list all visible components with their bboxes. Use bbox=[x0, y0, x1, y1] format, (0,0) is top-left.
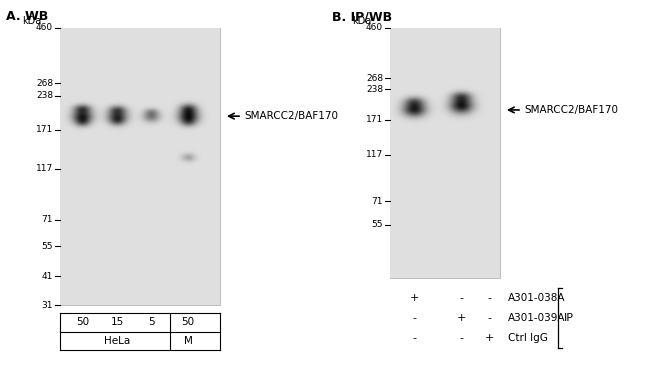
Text: SMARCC2/BAF170: SMARCC2/BAF170 bbox=[524, 105, 618, 115]
Text: -: - bbox=[460, 333, 463, 343]
Text: 50: 50 bbox=[181, 317, 194, 327]
Text: HeLa: HeLa bbox=[104, 336, 130, 346]
Text: IP: IP bbox=[564, 313, 574, 323]
Text: 238: 238 bbox=[36, 91, 53, 100]
Text: A301-038A: A301-038A bbox=[508, 293, 566, 303]
Text: 460: 460 bbox=[366, 24, 383, 33]
Text: 460: 460 bbox=[36, 24, 53, 33]
Text: 15: 15 bbox=[111, 317, 124, 327]
Text: +: + bbox=[457, 313, 466, 323]
Text: -: - bbox=[412, 333, 416, 343]
Text: 55: 55 bbox=[42, 242, 53, 250]
Text: 171: 171 bbox=[366, 115, 383, 124]
Text: SMARCC2/BAF170: SMARCC2/BAF170 bbox=[244, 111, 338, 121]
Text: A301-039A: A301-039A bbox=[508, 313, 566, 323]
Text: -: - bbox=[460, 293, 463, 303]
Text: 31: 31 bbox=[42, 300, 53, 309]
Text: Ctrl IgG: Ctrl IgG bbox=[508, 333, 548, 343]
Text: B. IP/WB: B. IP/WB bbox=[332, 10, 392, 23]
Text: +: + bbox=[484, 333, 494, 343]
Text: A. WB: A. WB bbox=[6, 10, 48, 23]
Text: kDa: kDa bbox=[352, 16, 371, 26]
Text: 71: 71 bbox=[372, 197, 383, 206]
Text: 117: 117 bbox=[36, 164, 53, 173]
Text: 5: 5 bbox=[148, 317, 155, 327]
Text: kDa: kDa bbox=[22, 16, 41, 26]
Text: 268: 268 bbox=[366, 74, 383, 83]
Text: -: - bbox=[412, 313, 416, 323]
Text: M: M bbox=[183, 336, 192, 346]
Text: +: + bbox=[410, 293, 419, 303]
Text: 50: 50 bbox=[76, 317, 89, 327]
Text: 238: 238 bbox=[366, 85, 383, 94]
Text: 41: 41 bbox=[42, 272, 53, 281]
Bar bbox=[60, 28, 220, 305]
Text: -: - bbox=[487, 293, 491, 303]
Text: 117: 117 bbox=[366, 150, 383, 159]
Bar bbox=[390, 28, 500, 278]
Text: 55: 55 bbox=[372, 221, 383, 229]
Text: 171: 171 bbox=[36, 125, 53, 134]
Text: 268: 268 bbox=[36, 79, 53, 88]
Text: -: - bbox=[487, 313, 491, 323]
Text: 71: 71 bbox=[42, 215, 53, 224]
